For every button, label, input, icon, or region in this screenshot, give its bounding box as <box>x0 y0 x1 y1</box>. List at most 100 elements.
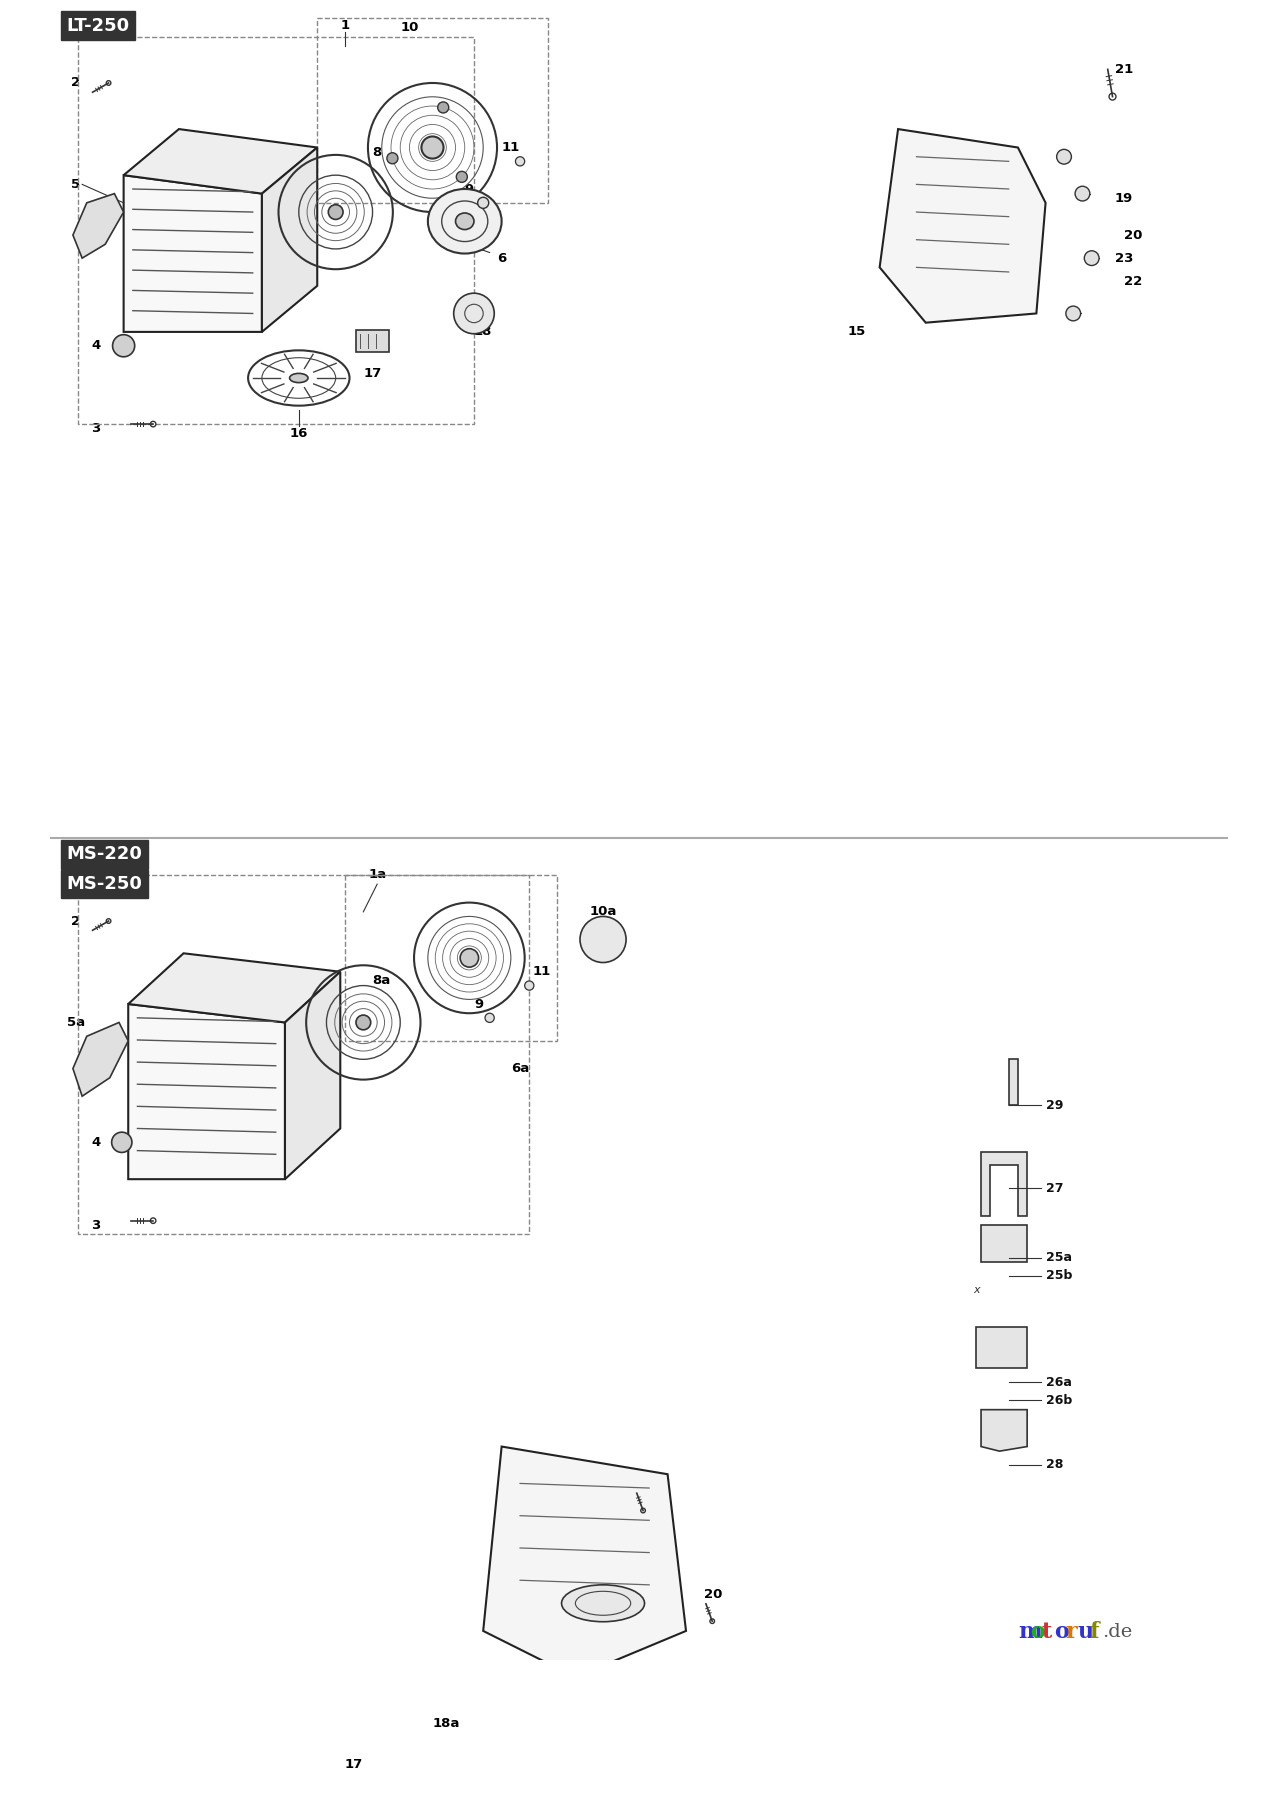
Ellipse shape <box>515 157 525 166</box>
Text: MS-250: MS-250 <box>66 875 142 893</box>
Ellipse shape <box>478 198 488 209</box>
Bar <box>78 36 474 425</box>
Text: 17: 17 <box>345 1759 363 1771</box>
Ellipse shape <box>112 335 134 356</box>
Polygon shape <box>879 130 1045 322</box>
Text: 10a: 10a <box>589 905 617 918</box>
Polygon shape <box>1008 1060 1017 1105</box>
Text: 9: 9 <box>465 182 474 196</box>
Ellipse shape <box>387 153 397 164</box>
Text: 5: 5 <box>72 178 81 191</box>
Polygon shape <box>976 1327 1028 1368</box>
Text: 1: 1 <box>340 20 349 32</box>
Text: 15a: 15a <box>608 1597 635 1609</box>
Bar <box>337 1703 371 1724</box>
Text: 8a: 8a <box>373 974 391 988</box>
Ellipse shape <box>525 981 534 990</box>
Text: 17: 17 <box>363 367 382 380</box>
Text: 8: 8 <box>373 146 382 158</box>
Text: 20: 20 <box>1123 229 1143 241</box>
Ellipse shape <box>455 212 474 230</box>
Text: 11: 11 <box>532 965 551 977</box>
Text: 23: 23 <box>1114 252 1134 265</box>
Text: u: u <box>1077 1620 1094 1643</box>
Ellipse shape <box>1066 306 1081 320</box>
Text: 26b: 26b <box>1045 1393 1072 1408</box>
Ellipse shape <box>290 373 308 383</box>
Text: .de: .de <box>1102 1624 1132 1642</box>
Polygon shape <box>128 954 340 1022</box>
Text: 4: 4 <box>91 1136 101 1148</box>
Polygon shape <box>483 1447 686 1678</box>
Text: x: x <box>973 1285 980 1294</box>
Ellipse shape <box>456 171 468 182</box>
Text: o: o <box>1054 1620 1068 1643</box>
Text: LT-250: LT-250 <box>66 16 129 34</box>
Ellipse shape <box>437 103 449 113</box>
Polygon shape <box>73 194 124 257</box>
Ellipse shape <box>561 1584 644 1622</box>
Ellipse shape <box>580 916 626 963</box>
Text: 18a: 18a <box>433 1717 460 1730</box>
Polygon shape <box>262 148 317 331</box>
Ellipse shape <box>460 949 478 967</box>
Text: 10: 10 <box>400 22 419 34</box>
Ellipse shape <box>486 1013 495 1022</box>
Text: 18: 18 <box>474 326 492 338</box>
Polygon shape <box>285 972 340 1179</box>
Text: 5a: 5a <box>66 1015 84 1030</box>
Ellipse shape <box>357 1015 371 1030</box>
Text: 16: 16 <box>290 427 308 439</box>
Text: f: f <box>1090 1620 1099 1643</box>
Text: 20: 20 <box>704 1588 723 1600</box>
Text: 22: 22 <box>1125 275 1143 288</box>
Polygon shape <box>982 1152 1028 1217</box>
Polygon shape <box>124 130 317 194</box>
Text: m: m <box>1017 1620 1042 1643</box>
Text: 6: 6 <box>497 252 506 265</box>
Bar <box>317 18 548 203</box>
Ellipse shape <box>428 189 502 254</box>
Text: 29: 29 <box>1045 1100 1063 1112</box>
Text: 25a: 25a <box>1045 1251 1071 1264</box>
Ellipse shape <box>111 1132 132 1152</box>
Ellipse shape <box>1057 149 1071 164</box>
Polygon shape <box>982 1226 1028 1262</box>
Text: 4: 4 <box>91 338 101 353</box>
Bar <box>78 875 529 1235</box>
Text: 28: 28 <box>1045 1458 1063 1471</box>
Text: 2: 2 <box>72 914 81 927</box>
Text: 9: 9 <box>474 997 483 1010</box>
Text: 19a: 19a <box>635 1478 663 1490</box>
Text: 26a: 26a <box>1045 1375 1071 1388</box>
Text: 7a: 7a <box>290 974 308 988</box>
Text: 3: 3 <box>91 1219 101 1231</box>
Text: 6a: 6a <box>511 1062 529 1075</box>
Ellipse shape <box>244 1755 262 1764</box>
Ellipse shape <box>1075 185 1090 202</box>
Text: 11: 11 <box>502 140 520 155</box>
Ellipse shape <box>328 205 343 220</box>
Text: 2: 2 <box>72 76 81 90</box>
Text: MS-220: MS-220 <box>66 846 142 864</box>
Polygon shape <box>73 1022 128 1096</box>
Text: t: t <box>1042 1620 1052 1643</box>
Ellipse shape <box>454 293 495 333</box>
Ellipse shape <box>423 1678 469 1723</box>
Bar <box>357 329 389 353</box>
Ellipse shape <box>422 137 443 158</box>
Text: 21: 21 <box>1114 63 1134 76</box>
Polygon shape <box>124 175 262 331</box>
Polygon shape <box>128 1004 285 1179</box>
Text: 1a: 1a <box>368 868 386 882</box>
Text: 3: 3 <box>91 423 101 436</box>
Bar <box>345 875 557 1040</box>
Ellipse shape <box>1084 250 1099 266</box>
Text: 15: 15 <box>847 326 865 338</box>
Text: 19: 19 <box>1114 193 1134 205</box>
Text: o: o <box>1030 1620 1045 1643</box>
Polygon shape <box>982 1409 1028 1451</box>
Text: 27: 27 <box>1045 1183 1063 1195</box>
Text: r: r <box>1066 1620 1077 1643</box>
Text: 7: 7 <box>285 146 294 158</box>
